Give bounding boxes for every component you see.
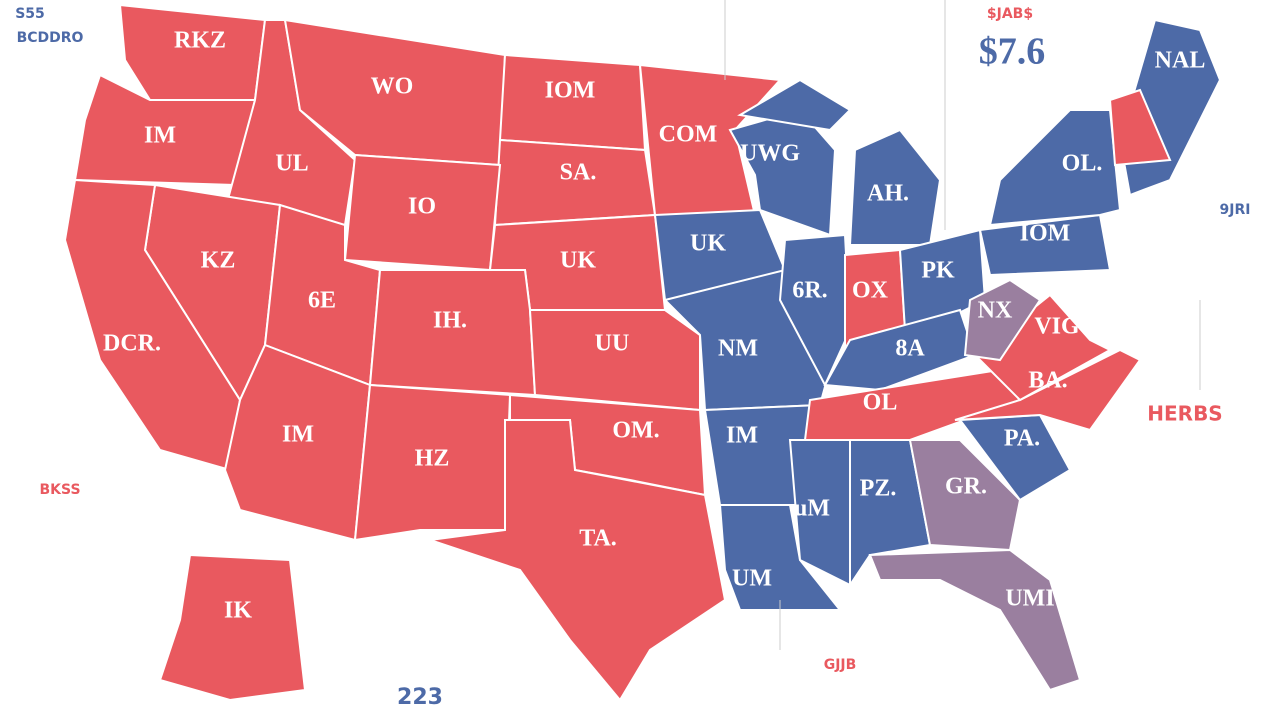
- state-label: COM: [659, 122, 718, 148]
- state-label: WO: [371, 74, 414, 100]
- state-shape: [737, 78, 852, 132]
- state-label: IOM: [545, 78, 596, 104]
- state-label: UK: [560, 248, 596, 274]
- state-label: GR.: [945, 474, 987, 500]
- note: GJJB: [824, 657, 857, 673]
- state-label: AH.: [867, 181, 909, 207]
- state-label: UMI: [1005, 586, 1054, 612]
- state-shape: [718, 504, 843, 611]
- state-label: 8A: [895, 336, 925, 362]
- state-label: IM: [144, 123, 176, 149]
- state-label: OM.: [612, 418, 659, 444]
- state-label: OL.: [1062, 151, 1103, 177]
- note: BCDDRO: [17, 30, 84, 46]
- note: BKSS: [39, 482, 80, 498]
- state-shape: [778, 233, 852, 388]
- state-shape: [963, 278, 1042, 362]
- state-label: PA.: [1004, 426, 1040, 452]
- state-label: UK: [690, 231, 726, 257]
- state-shape: [158, 553, 307, 702]
- states: [63, 3, 1222, 702]
- note: 9JRI: [1220, 202, 1251, 218]
- state-label: UM: [732, 566, 772, 592]
- state-label: RKZ: [174, 28, 226, 54]
- state-label: 6E: [308, 288, 336, 314]
- state-shape: [429, 419, 727, 702]
- state-label: PZ.: [860, 476, 897, 502]
- state-shape: [1108, 88, 1172, 167]
- note: 223: [397, 685, 443, 710]
- state-shape: [528, 309, 701, 412]
- state-label: BA.: [1028, 368, 1067, 394]
- state-label: IM: [726, 423, 758, 449]
- state-shape: [353, 383, 512, 542]
- note: HERBS: [1147, 402, 1222, 426]
- state-shape: [988, 109, 1122, 227]
- state-label: IH.: [433, 308, 467, 334]
- state-shape: [638, 63, 783, 216]
- state-label: UU: [595, 331, 630, 357]
- state-label: UWG: [740, 141, 800, 167]
- state-shape: [868, 548, 1082, 692]
- state-shape: [848, 128, 942, 246]
- state-label: IM: [282, 422, 314, 448]
- state-label: IK: [224, 598, 252, 624]
- state-label: IO: [408, 194, 436, 220]
- state-label: IOM: [1020, 221, 1071, 247]
- state-shape: [898, 228, 987, 332]
- state-label: KZ: [201, 248, 236, 274]
- state-label: PK: [921, 258, 955, 284]
- state-labels: RKZ IM UL WO IOM SA. IO UK KZ DCR. 6E IH. UU IM HZ OM. T…: [103, 28, 1205, 624]
- state-shape: [978, 213, 1112, 277]
- state-label: 6R.: [792, 278, 827, 304]
- state-label: NAL: [1155, 48, 1206, 74]
- state-label: uM: [794, 496, 830, 522]
- note: S55: [15, 6, 45, 22]
- state-label: UL: [275, 151, 308, 177]
- state-label: VIG: [1034, 314, 1080, 340]
- state-label: TA.: [579, 526, 617, 552]
- state-label: OL: [863, 390, 898, 416]
- state-label: NM: [718, 336, 758, 362]
- note: $JAB$: [987, 6, 1033, 22]
- state-shape: [954, 348, 1142, 432]
- state-label: OX: [852, 278, 889, 304]
- state-label: HZ: [415, 446, 450, 472]
- state-label: SA.: [560, 160, 597, 186]
- state-shape: [908, 439, 1022, 552]
- state-label: NX: [978, 298, 1013, 324]
- headline: $7.6: [979, 31, 1046, 73]
- state-label: DCR.: [103, 331, 161, 357]
